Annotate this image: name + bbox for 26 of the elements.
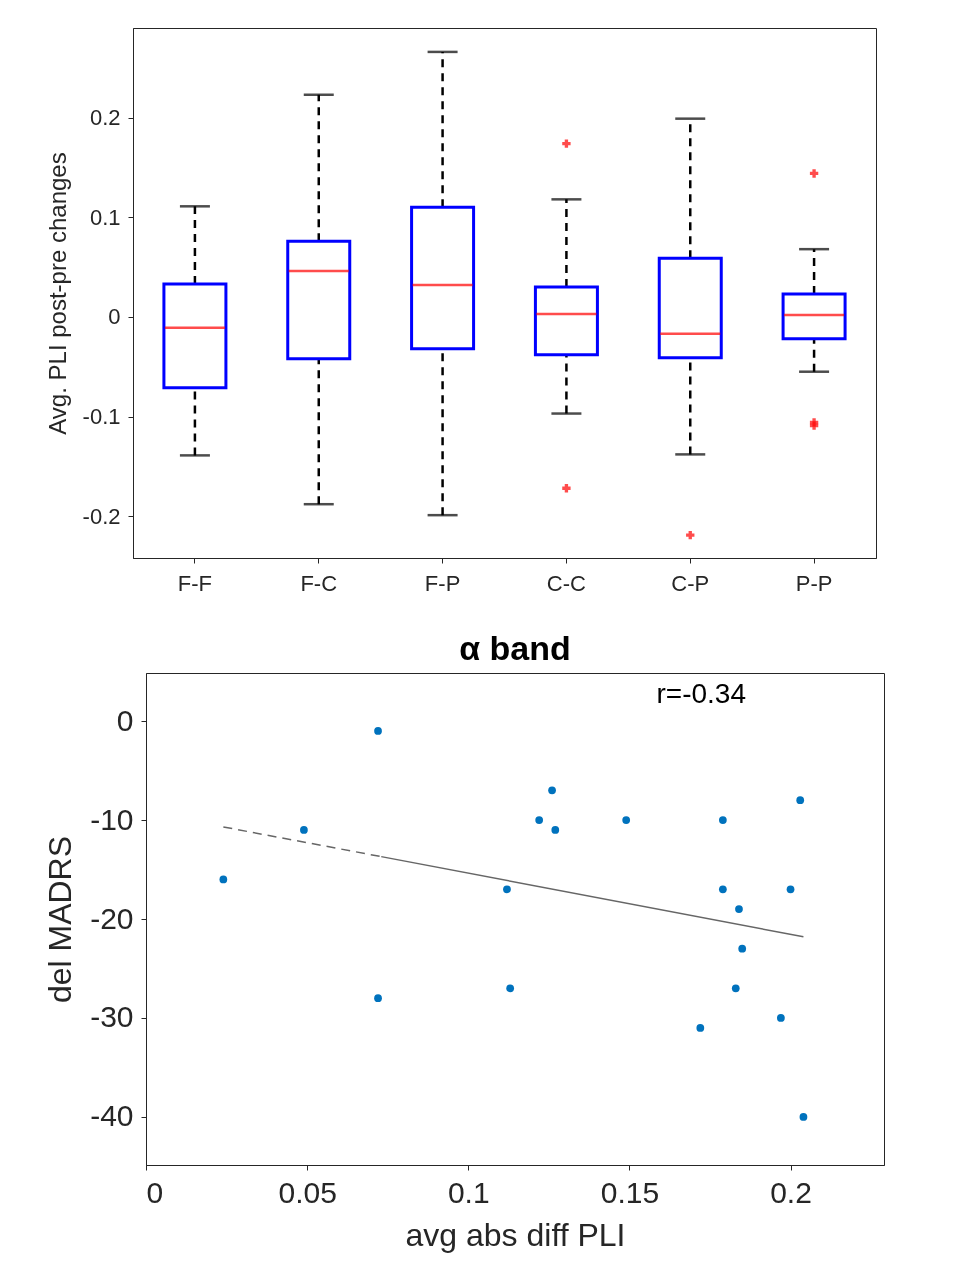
y-tick-label: -0.1 <box>82 404 121 430</box>
x-tick-label: 0 <box>146 1175 164 1209</box>
y-tick-label: 0 <box>108 304 121 330</box>
x-tick-label: P-P <box>795 570 833 596</box>
y-tick-label: 0.1 <box>89 204 121 230</box>
x-tick-label: 0.2 <box>770 1175 812 1209</box>
y-tick-label: -0.2 <box>82 503 121 529</box>
x-tick-label: F-C <box>300 570 338 596</box>
y-tick-label: -30 <box>90 1000 134 1034</box>
y-tick-label: -40 <box>90 1099 134 1133</box>
y-tick-label: 0.2 <box>89 105 121 131</box>
y-tick-label: -20 <box>90 901 134 935</box>
x-tick-label: C-C <box>546 570 587 596</box>
x-tick-label: 0.15 <box>600 1175 660 1209</box>
x-tick-label: C-P <box>671 570 710 596</box>
x-tick-label: F-F <box>177 570 213 596</box>
x-axis-title: avg abs diff PLI <box>405 1216 626 1253</box>
x-tick-label: 0.05 <box>278 1175 337 1209</box>
y-tick-label: 0 <box>116 703 134 737</box>
x-tick-label: F-P <box>424 570 461 596</box>
annotation: r=-0.34 <box>656 678 746 709</box>
y-tick-label: -10 <box>90 802 134 836</box>
x-tick-label: 0.1 <box>447 1175 490 1209</box>
chart-title: α band <box>459 629 571 667</box>
y-axis-title: Avg. PLI post-pre changes <box>43 152 71 435</box>
y-axis-title: del MADRS <box>42 835 79 1004</box>
